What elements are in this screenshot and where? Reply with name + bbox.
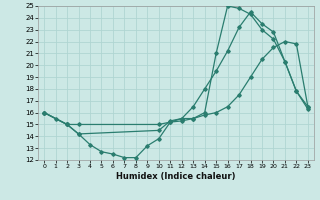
X-axis label: Humidex (Indice chaleur): Humidex (Indice chaleur) (116, 172, 236, 181)
